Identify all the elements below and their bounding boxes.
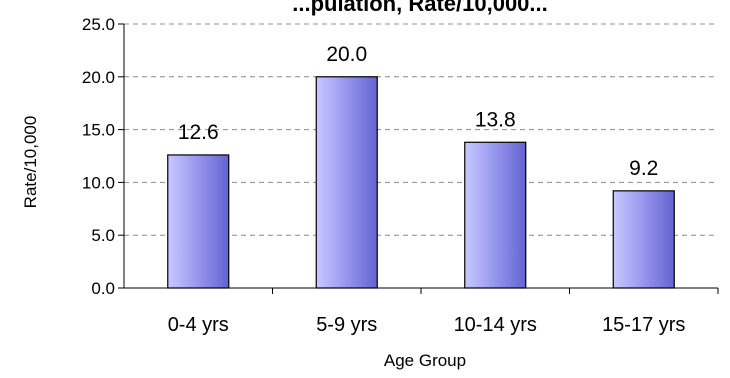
x-category-label: 15-17 yrs bbox=[602, 314, 685, 336]
x-axis-category-labels: 0-4 yrs 5-9 yrs 10-14 yrs 15-17 yrs bbox=[168, 314, 686, 336]
bar bbox=[315, 76, 378, 289]
y-tick-label: 10.0 bbox=[82, 173, 115, 192]
x-category-label: 0-4 yrs bbox=[168, 314, 229, 336]
x-axis-title: Age Group bbox=[384, 351, 466, 370]
bar-value-label: 13.8 bbox=[475, 108, 516, 131]
y-tick-label: 0.0 bbox=[91, 279, 115, 298]
bar bbox=[612, 190, 675, 289]
y-axis-tick-labels: 0.0 5.0 10.0 15.0 20.0 25.0 bbox=[82, 15, 115, 298]
chart-title: ...pulation, Rate/10,000... bbox=[292, 0, 548, 16]
bar-value-label: 9.2 bbox=[629, 157, 658, 180]
x-category-label: 10-14 yrs bbox=[454, 314, 537, 336]
y-tick-label: 15.0 bbox=[82, 121, 115, 140]
y-axis-title: Rate/10,000 bbox=[21, 116, 40, 209]
bar-value-label: 12.6 bbox=[178, 121, 219, 144]
x-category-label: 5-9 yrs bbox=[316, 314, 377, 336]
y-tick-label: 25.0 bbox=[82, 15, 115, 34]
y-tick-label: 5.0 bbox=[91, 226, 115, 245]
y-tick-label: 20.0 bbox=[82, 68, 115, 87]
bar bbox=[464, 141, 527, 289]
data-labels: 12.6 20.0 13.8 9.2 bbox=[178, 43, 659, 180]
bar-value-label: 20.0 bbox=[326, 43, 367, 66]
bar bbox=[167, 154, 230, 289]
bars bbox=[167, 76, 675, 289]
axes bbox=[118, 23, 719, 294]
